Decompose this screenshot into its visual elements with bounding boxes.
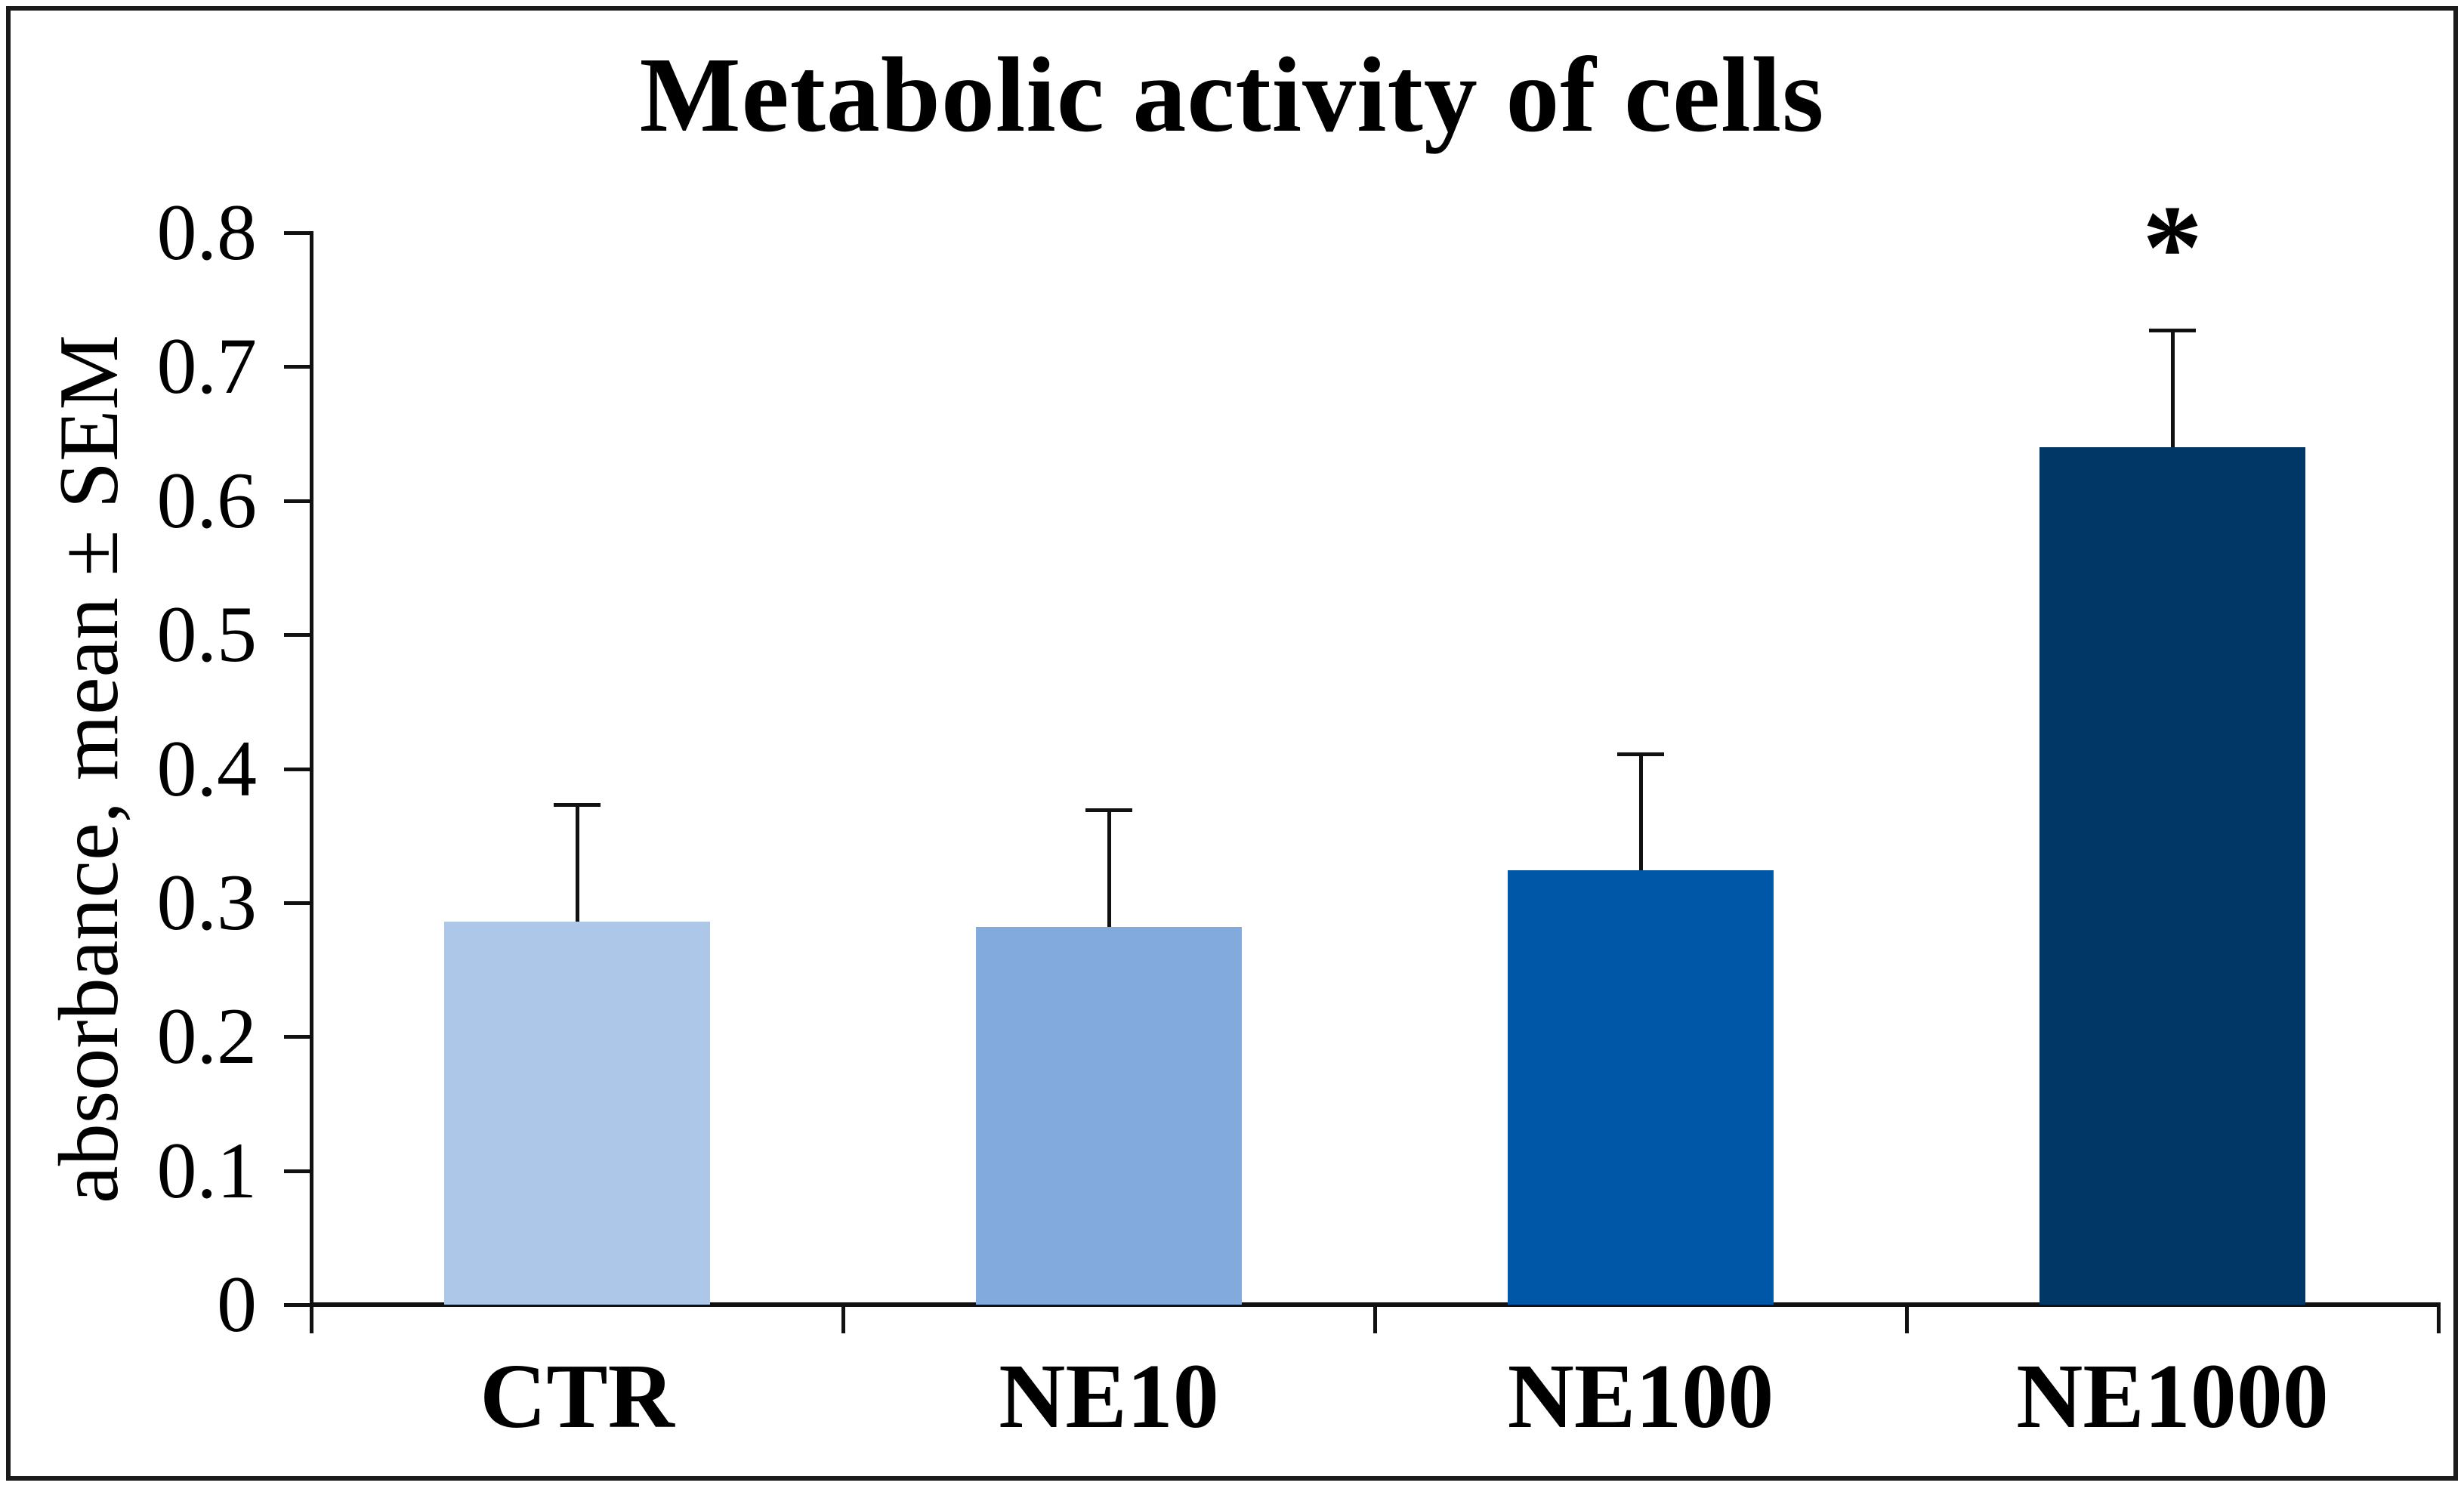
- x-tick: [2437, 1305, 2441, 1333]
- bar: [2039, 446, 2305, 1305]
- x-tick: [1373, 1305, 1377, 1333]
- error-bar-cap: [554, 803, 601, 808]
- bar: [1508, 870, 1774, 1305]
- y-tick-label: 0.5: [156, 590, 258, 679]
- figure-border: [6, 6, 2458, 1481]
- y-tick: [284, 1303, 310, 1307]
- y-tick: [284, 900, 310, 905]
- y-tick: [284, 1035, 310, 1039]
- y-tick-label: 0.3: [156, 857, 258, 947]
- bar: [976, 926, 1242, 1305]
- error-bar-cap: [1617, 752, 1664, 756]
- error-bar: [2170, 330, 2175, 447]
- y-axis-line: [310, 231, 313, 1309]
- error-bar-cap: [2149, 329, 2196, 333]
- chart-title: Metabolic activity of cells: [639, 35, 1825, 154]
- x-category-label: CTR: [480, 1345, 675, 1447]
- y-tick-label: 0: [217, 1260, 257, 1348]
- y-tick-label: 0.6: [156, 456, 258, 545]
- y-tick-label: 0.8: [156, 188, 258, 276]
- error-bar: [1638, 753, 1643, 871]
- y-tick-label: 0.2: [156, 992, 258, 1081]
- y-tick-label: 0.4: [156, 724, 258, 813]
- y-tick-label: 0.7: [156, 322, 258, 411]
- x-category-label: NE100: [1507, 1345, 1774, 1447]
- error-bar: [1107, 810, 1111, 927]
- y-tick: [284, 1169, 310, 1173]
- y-tick: [284, 499, 310, 503]
- y-tick: [284, 767, 310, 771]
- x-tick: [841, 1305, 845, 1333]
- y-tick-label: 0.1: [156, 1126, 258, 1215]
- x-category-label: NE1000: [2016, 1345, 2329, 1447]
- y-tick: [284, 231, 310, 235]
- bar: [444, 921, 710, 1305]
- significance-star: *: [2142, 180, 2203, 315]
- x-tick: [310, 1305, 313, 1333]
- error-bar: [575, 805, 579, 922]
- error-bar-cap: [1085, 808, 1132, 813]
- x-category-label: NE10: [999, 1345, 1219, 1447]
- x-tick: [1905, 1305, 1909, 1333]
- y-tick: [284, 633, 310, 638]
- y-tick: [284, 365, 310, 369]
